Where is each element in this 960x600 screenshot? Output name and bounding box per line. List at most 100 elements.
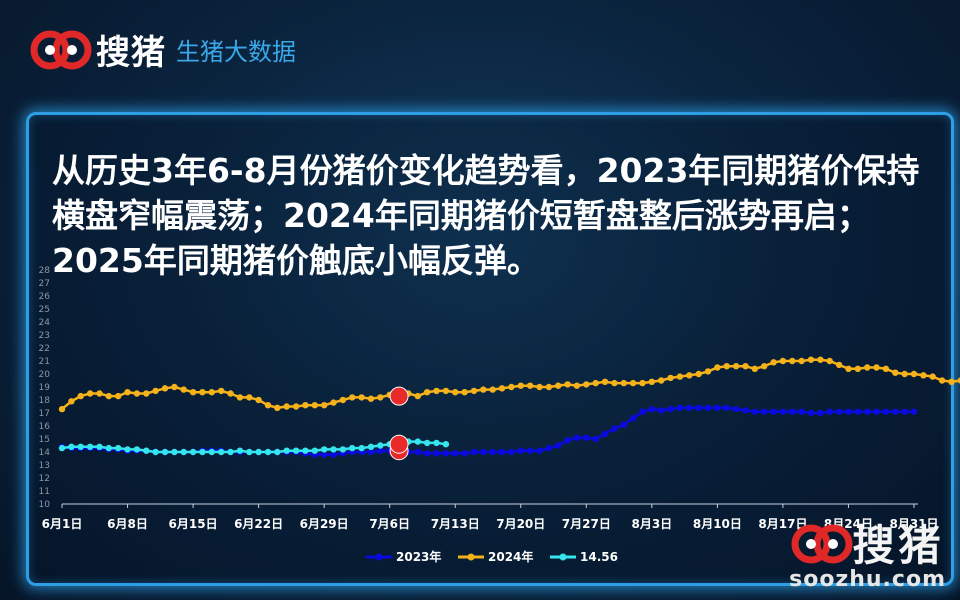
data-point bbox=[620, 421, 627, 428]
data-point bbox=[274, 404, 281, 411]
data-point bbox=[189, 448, 197, 456]
data-point bbox=[236, 394, 244, 401]
x-tick-label: 7月27日 bbox=[562, 517, 611, 531]
data-point bbox=[882, 365, 890, 372]
data-point bbox=[910, 408, 918, 415]
data-point bbox=[639, 408, 646, 415]
data-point bbox=[920, 372, 927, 379]
data-point bbox=[611, 379, 618, 387]
legend-swatch-dot bbox=[559, 553, 567, 561]
content-panel bbox=[26, 112, 954, 586]
y-tick-label: 13 bbox=[39, 461, 50, 471]
data-point bbox=[873, 364, 880, 371]
x-tick-label: 6月29日 bbox=[300, 517, 349, 531]
data-point bbox=[658, 407, 665, 414]
data-point bbox=[526, 382, 534, 389]
data-point bbox=[667, 374, 674, 382]
x-tick-label: 6月1日 bbox=[42, 517, 83, 531]
data-point bbox=[545, 383, 553, 391]
data-point bbox=[423, 389, 431, 396]
data-point bbox=[564, 381, 571, 388]
data-point bbox=[442, 450, 450, 457]
data-point bbox=[817, 409, 824, 417]
data-point bbox=[620, 379, 627, 387]
legend-label: 2024年 bbox=[488, 549, 533, 564]
data-point bbox=[377, 394, 384, 401]
data-point bbox=[770, 408, 777, 415]
data-point bbox=[555, 382, 562, 389]
y-tick-label: 21 bbox=[39, 357, 50, 367]
data-point bbox=[330, 446, 337, 453]
y-tick-label: 27 bbox=[39, 279, 50, 289]
data-point bbox=[948, 378, 955, 385]
data-point bbox=[58, 444, 66, 452]
data-point bbox=[246, 448, 253, 456]
data-point bbox=[639, 379, 646, 387]
data-point bbox=[433, 439, 440, 447]
x-tick-label: 8月17日 bbox=[758, 517, 807, 531]
data-point bbox=[414, 392, 421, 400]
series-2 bbox=[58, 356, 960, 413]
data-point bbox=[508, 448, 515, 456]
data-point bbox=[414, 448, 421, 456]
data-point bbox=[910, 370, 918, 378]
data-point bbox=[695, 370, 702, 378]
data-point bbox=[433, 387, 440, 395]
data-point bbox=[676, 373, 684, 380]
data-point bbox=[807, 356, 815, 363]
y-tick-label: 14 bbox=[39, 448, 51, 458]
data-point bbox=[714, 364, 721, 371]
watermark: 搜猪 soozhu.com bbox=[789, 512, 946, 592]
data-point bbox=[704, 368, 712, 375]
data-point bbox=[339, 396, 347, 404]
data-point bbox=[470, 387, 478, 395]
data-point bbox=[845, 365, 852, 372]
x-tick-label: 6月15日 bbox=[169, 517, 218, 531]
data-point bbox=[807, 409, 815, 417]
data-point bbox=[779, 357, 787, 365]
data-point bbox=[498, 448, 506, 456]
data-point bbox=[798, 357, 805, 365]
data-point bbox=[452, 450, 459, 457]
y-tick-label: 17 bbox=[39, 409, 50, 419]
brand-logo-text: 搜猪 bbox=[96, 32, 166, 73]
data-point bbox=[573, 382, 581, 389]
data-point bbox=[264, 402, 272, 409]
data-point bbox=[339, 446, 347, 453]
data-point bbox=[152, 448, 159, 456]
brand-logo-icon bbox=[30, 30, 92, 70]
data-point bbox=[161, 448, 169, 456]
x-tick-label: 6月8日 bbox=[107, 517, 148, 531]
data-point bbox=[115, 392, 122, 400]
data-point bbox=[517, 382, 524, 389]
data-point bbox=[835, 408, 843, 415]
data-point bbox=[817, 356, 824, 363]
y-tick-label: 28 bbox=[39, 266, 51, 276]
data-point bbox=[732, 363, 740, 370]
data-point bbox=[536, 383, 543, 391]
y-tick-label: 15 bbox=[39, 435, 50, 445]
data-point bbox=[283, 447, 290, 454]
data-point bbox=[545, 444, 553, 452]
data-point bbox=[58, 405, 66, 413]
data-point bbox=[508, 383, 515, 391]
data-point bbox=[274, 448, 281, 456]
data-point bbox=[723, 363, 730, 370]
data-point bbox=[246, 394, 253, 401]
data-point bbox=[330, 399, 337, 406]
y-tick-label: 18 bbox=[39, 396, 51, 406]
data-point bbox=[227, 390, 234, 397]
y-tick-label: 16 bbox=[39, 422, 51, 432]
data-point bbox=[199, 389, 206, 396]
data-point bbox=[892, 369, 899, 376]
data-point bbox=[152, 387, 159, 395]
legend-label: 14.56 bbox=[580, 550, 618, 564]
data-point bbox=[751, 408, 758, 415]
data-point bbox=[105, 392, 113, 400]
data-point bbox=[330, 451, 337, 458]
data-point bbox=[470, 448, 478, 456]
data-point bbox=[377, 447, 384, 454]
data-point bbox=[208, 448, 215, 456]
y-tick-label: 25 bbox=[39, 305, 50, 315]
